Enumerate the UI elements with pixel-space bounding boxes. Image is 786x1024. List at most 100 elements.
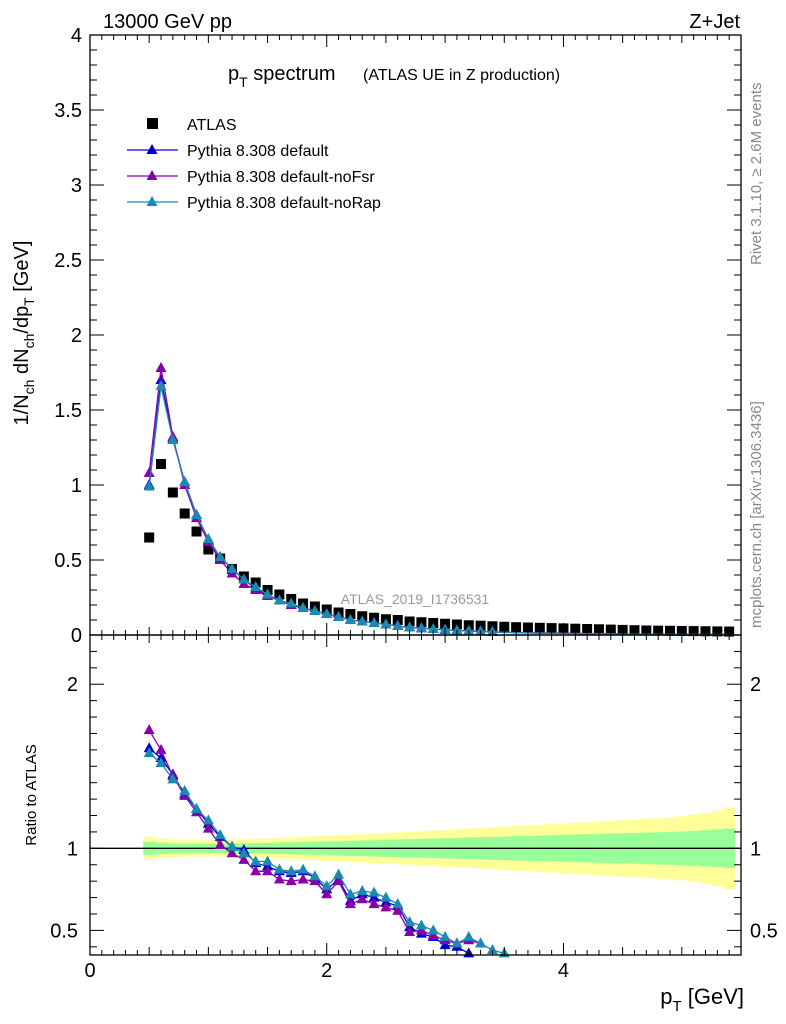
ratio-point-2 xyxy=(179,784,191,795)
x-tick-label: 4 xyxy=(558,960,569,982)
series-point-3 xyxy=(404,621,416,632)
series-point-3 xyxy=(214,551,226,561)
ratio-point-2 xyxy=(344,888,356,899)
series-point-3 xyxy=(297,602,309,612)
series-point-2 xyxy=(143,467,155,477)
series-point-3 xyxy=(333,611,345,621)
ratio-point-1 xyxy=(262,865,274,876)
atlas-point xyxy=(534,622,545,633)
atlas-point xyxy=(179,508,190,519)
header-right: Z+Jet xyxy=(689,11,740,33)
ratio-line-0 xyxy=(148,747,470,954)
ratio-point-2 xyxy=(415,919,427,930)
legend-marker xyxy=(146,170,158,180)
series-point-3 xyxy=(191,509,203,519)
ratio-point-1 xyxy=(380,901,392,912)
ratio-point-1 xyxy=(250,865,262,876)
ratio-point-1 xyxy=(214,839,226,850)
series-point-3 xyxy=(226,563,238,573)
series-point-3 xyxy=(309,605,321,615)
atlas-point xyxy=(499,621,510,632)
ratio-point-2 xyxy=(226,840,238,851)
y-tick-label: 3.5 xyxy=(54,100,82,122)
atlas-point xyxy=(144,532,155,543)
axes-layer: 0 2 4 0 0.5 1 1.5 2 2.5 3 3.5 4 0.5 0.5 1 1 2 2 xyxy=(50,25,778,982)
ratio-point-2 xyxy=(167,773,179,784)
series-point-3 xyxy=(273,594,285,605)
header-left: 13000 GeV pp xyxy=(103,11,232,33)
ratio-point-2 xyxy=(191,802,203,813)
y-tick-label: 0.5 xyxy=(54,550,82,572)
ratio-point-2 xyxy=(238,847,250,858)
mcplots-label: mcplots.cern.ch [arXiv:1306.3436] xyxy=(748,401,765,628)
atlas-point xyxy=(522,622,533,633)
ratio-point-2 xyxy=(475,937,487,948)
ratio-point-1 xyxy=(368,898,380,909)
atlas-point xyxy=(167,487,178,498)
y-tick-label: 2.5 xyxy=(54,250,82,272)
ratio-point-2 xyxy=(214,829,226,840)
ratio-point-2 xyxy=(392,898,404,909)
ratio-point-1 xyxy=(297,873,309,884)
chart-title: pT spectrum xyxy=(228,63,336,90)
atlas-point xyxy=(546,623,557,634)
ratio-point-2 xyxy=(439,930,451,941)
series-point-3 xyxy=(463,624,475,635)
series-point-3 xyxy=(368,617,380,627)
chart-title-sub: T xyxy=(239,74,248,90)
series-point-3 xyxy=(202,533,214,543)
chart-title-rest: spectrum xyxy=(248,63,336,85)
atlas-point xyxy=(203,544,214,555)
ratio-point-1 xyxy=(344,898,356,909)
ratio-point-2 xyxy=(486,944,498,955)
atlas-point xyxy=(605,624,616,635)
series-point-3 xyxy=(250,581,262,591)
legend: ATLAS Pythia 8.308 default Pythia 8.308 de… xyxy=(127,117,381,212)
ratio-y-tick-label: 1 xyxy=(67,838,78,860)
lower-frame xyxy=(89,634,742,956)
ratio-point-2 xyxy=(333,868,345,879)
ratio-point-1 xyxy=(155,743,167,754)
series-point-3 xyxy=(380,618,392,629)
ratio-point-2 xyxy=(380,891,392,902)
ratio-point-2 xyxy=(309,870,321,881)
ratio-y-tick-label: 2 xyxy=(67,674,78,696)
ratio-point-2 xyxy=(427,924,439,935)
series-point-3 xyxy=(321,608,333,618)
ratio-point-2 xyxy=(404,916,416,927)
y-tick-label: 2 xyxy=(71,325,82,347)
watermark: ATLAS_2019_I1736531 xyxy=(341,591,490,607)
series-point-3 xyxy=(179,476,191,486)
ratio-point-1 xyxy=(321,888,333,899)
ratio-point-1 xyxy=(356,893,368,904)
series-point-2 xyxy=(155,362,167,372)
ratio-point-1 xyxy=(392,904,404,915)
series-point-3 xyxy=(427,623,439,633)
series-point-3 xyxy=(392,620,404,630)
ratio-point-2 xyxy=(356,885,368,895)
y-tick-label: 1.5 xyxy=(54,400,82,422)
ratio-point-1 xyxy=(273,873,285,884)
ratio-point-2 xyxy=(451,937,463,948)
atlas-point xyxy=(593,624,604,635)
ratio-point-1 xyxy=(404,926,416,937)
legend-label: Pythia 8.308 default-noFsr xyxy=(187,169,375,186)
ratio-point-2 xyxy=(285,865,297,876)
legend-label: ATLAS xyxy=(187,117,237,134)
ratio-point-2 xyxy=(155,757,167,767)
series-point-3 xyxy=(238,573,250,584)
ratio-y-tick-label: 0.5 xyxy=(50,920,78,942)
series-point-3 xyxy=(344,614,356,624)
ratio-point-1 xyxy=(333,875,345,886)
ratio-point-2 xyxy=(463,930,475,941)
atlas-point xyxy=(191,526,202,537)
ratio-point-1 xyxy=(143,724,155,735)
atlas-point xyxy=(570,623,581,634)
ratio-point-2 xyxy=(297,863,309,874)
ratio-point-2 xyxy=(250,855,262,866)
xlabel-main: p xyxy=(660,984,672,1009)
y-tick-label: 3 xyxy=(71,175,82,197)
x-tick-label: 2 xyxy=(321,960,332,982)
ratio-point-2 xyxy=(368,886,380,897)
